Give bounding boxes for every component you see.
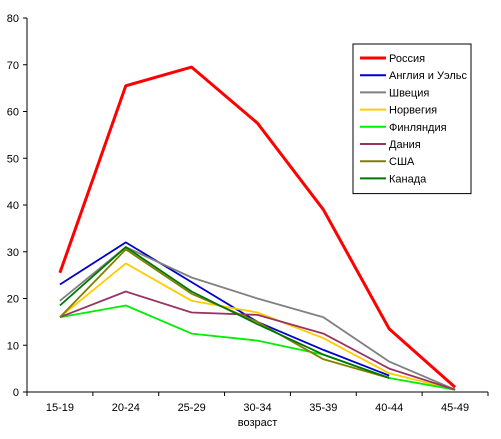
x-axis: 15-19 20-24 25-29 30-34 35-39 40-44 45-49 bbox=[26, 391, 489, 414]
legend-label: Швеция bbox=[389, 87, 429, 99]
legend-label: Финляндия bbox=[389, 122, 447, 134]
x-tick-label: 30-34 bbox=[243, 402, 271, 414]
legend-box bbox=[352, 43, 472, 195]
series-line-4 bbox=[59, 262, 456, 391]
x-tick-label: 35-39 bbox=[309, 402, 337, 414]
x-tick-label: 25-29 bbox=[178, 402, 206, 414]
legend-label: Дания bbox=[389, 139, 421, 151]
y-tick-label: 70 bbox=[7, 60, 19, 72]
y-axis: 0 10 20 30 40 50 60 70 80 bbox=[7, 13, 28, 399]
y-tick-label: 60 bbox=[7, 107, 19, 119]
series-line-2 bbox=[59, 241, 390, 377]
legend-label: Англия и Уэльс bbox=[389, 70, 467, 82]
x-tick-label: 20-24 bbox=[112, 402, 140, 414]
legend-label: США bbox=[389, 156, 415, 168]
x-axis-title: возраст bbox=[238, 417, 278, 429]
legend: Россия Англия и Уэльс Швеция Норвегия Финлян… bbox=[352, 43, 472, 195]
y-tick-label: 30 bbox=[7, 247, 19, 259]
x-tick-label: 15-19 bbox=[46, 402, 74, 414]
plot-area-series bbox=[58, 65, 457, 391]
y-tick-label: 50 bbox=[7, 153, 19, 165]
legend-label: Норвегия bbox=[389, 105, 437, 117]
x-tick-label: 45-49 bbox=[441, 402, 469, 414]
y-tick-label: 20 bbox=[7, 294, 19, 306]
series-line-8 bbox=[59, 246, 390, 379]
legend-label: Канада bbox=[389, 173, 427, 185]
x-tick-label: 40-44 bbox=[375, 402, 403, 414]
y-tick-label: 80 bbox=[7, 13, 19, 25]
y-tick-label: 10 bbox=[7, 340, 19, 352]
series-line-1 bbox=[58, 65, 457, 389]
legend-label: Россия bbox=[389, 53, 425, 65]
y-tick-label: 40 bbox=[7, 200, 19, 212]
series-line-6 bbox=[59, 290, 456, 391]
y-tick-label: 0 bbox=[13, 387, 19, 399]
